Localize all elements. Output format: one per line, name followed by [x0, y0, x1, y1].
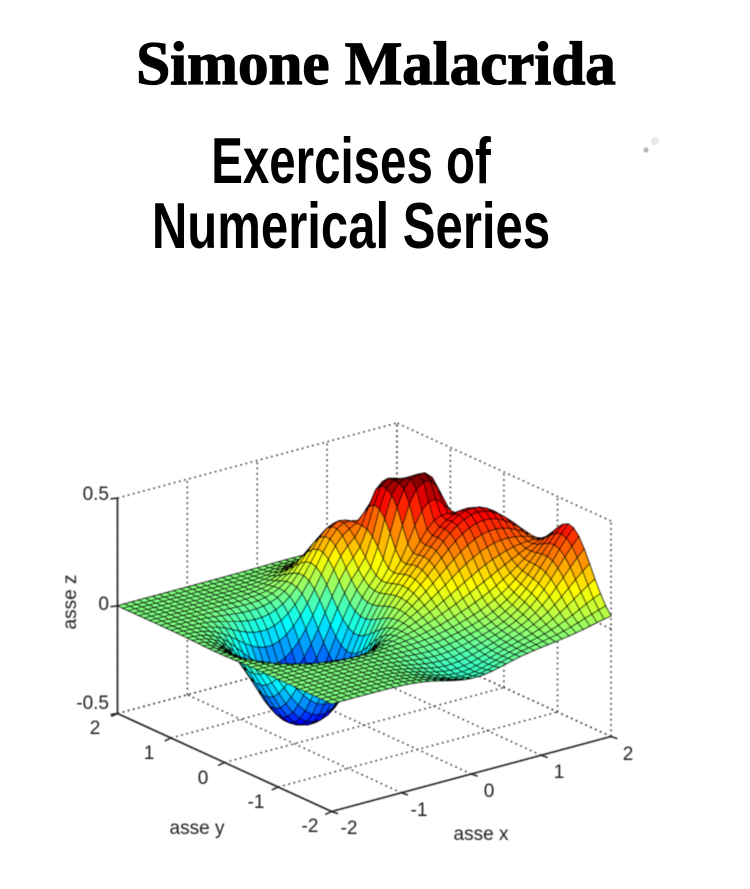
svg-text:-1: -1 — [411, 800, 428, 821]
svg-text:-0.5: -0.5 — [76, 693, 109, 714]
svg-text:-1: -1 — [248, 792, 265, 813]
svg-text:asse x: asse x — [454, 824, 509, 845]
svg-text:-2: -2 — [341, 818, 358, 839]
svg-text:2: 2 — [623, 744, 634, 765]
svg-text:2: 2 — [90, 718, 101, 739]
svg-text:1: 1 — [144, 743, 155, 764]
svg-text:1: 1 — [554, 762, 565, 783]
svg-text:0: 0 — [98, 594, 109, 615]
svg-text:0.5: 0.5 — [83, 484, 109, 505]
svg-text:asse z: asse z — [60, 575, 81, 630]
svg-text:0: 0 — [484, 781, 495, 802]
svg-text:0: 0 — [198, 768, 209, 789]
svg-text:asse y: asse y — [170, 818, 225, 839]
svg-text:-2: -2 — [302, 816, 319, 837]
